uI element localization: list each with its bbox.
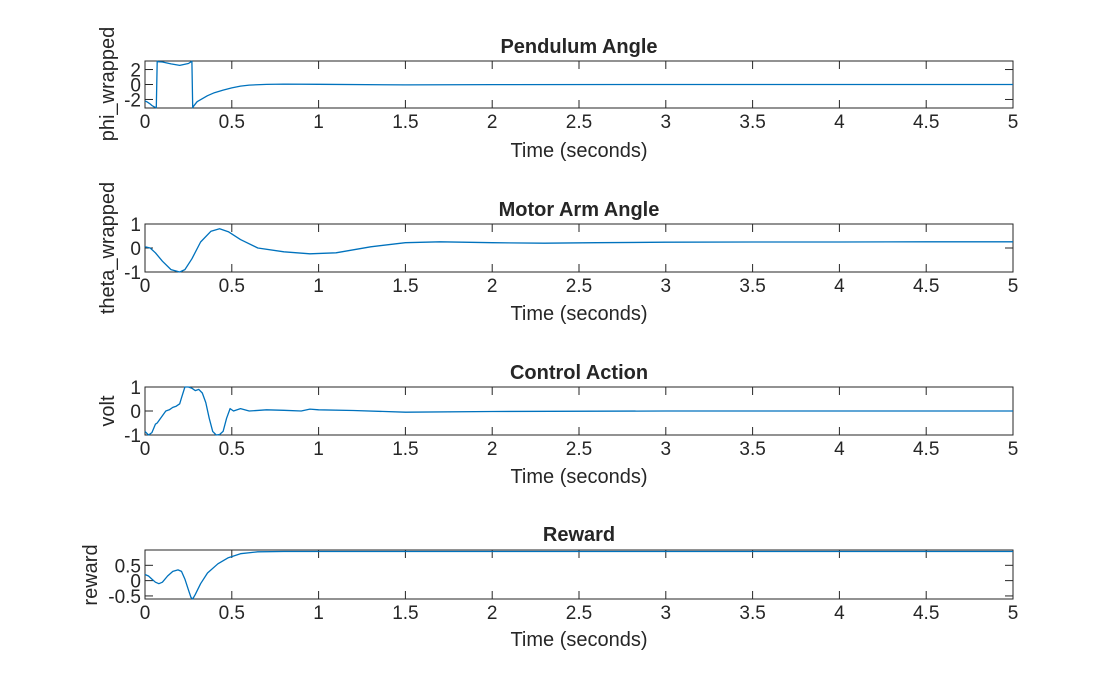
x-tick-label: 0 bbox=[140, 603, 151, 624]
x-tick-label: 4 bbox=[834, 439, 845, 460]
x-tick-label: 0 bbox=[140, 112, 151, 133]
series-line bbox=[144, 60, 1013, 109]
x-tick-label: 2 bbox=[487, 276, 498, 297]
x-tick-label: 0.5 bbox=[219, 276, 245, 297]
y-tick-label: -1 bbox=[124, 263, 141, 284]
series-group bbox=[144, 60, 1013, 109]
x-tick-label: 4.5 bbox=[913, 603, 939, 624]
series-line bbox=[144, 386, 1013, 436]
x-tick-label: 0 bbox=[140, 276, 151, 297]
x-tick-label: 4 bbox=[834, 603, 845, 624]
x-tick-label: 4.5 bbox=[913, 276, 939, 297]
x-tick-label: 3 bbox=[661, 112, 672, 133]
x-tick-label: 2 bbox=[487, 112, 498, 133]
x-tick-label: 2.5 bbox=[566, 603, 592, 624]
y-axis-label: volt bbox=[97, 395, 119, 427]
series-line bbox=[144, 550, 1013, 600]
x-tick-label: 1.5 bbox=[392, 439, 418, 460]
chart-title: Reward bbox=[543, 524, 615, 546]
x-tick-label: 1.5 bbox=[392, 112, 418, 133]
y-tick-label: 0.5 bbox=[115, 556, 141, 577]
x-tick-label: 4 bbox=[834, 276, 845, 297]
y-tick-label: 0 bbox=[130, 76, 141, 97]
y-tick-label: -1 bbox=[124, 426, 141, 447]
x-tick-label: 3 bbox=[661, 439, 672, 460]
x-tick-label: 3.5 bbox=[739, 439, 765, 460]
x-tick-label: 0.5 bbox=[219, 112, 245, 133]
x-tick-label: 5 bbox=[1008, 112, 1019, 133]
x-axis-label: Time (seconds) bbox=[510, 629, 647, 651]
x-axis-label: Time (seconds) bbox=[510, 466, 647, 488]
x-tick-label: 1 bbox=[313, 112, 324, 133]
x-tick-label: 4.5 bbox=[913, 439, 939, 460]
chart-title: Motor Arm Angle bbox=[499, 199, 660, 221]
y-tick-label: 1 bbox=[130, 378, 141, 399]
x-tick-label: 5 bbox=[1008, 276, 1019, 297]
y-axis-label: theta_wrapped bbox=[97, 182, 119, 314]
x-axis-label: Time (seconds) bbox=[510, 303, 647, 325]
x-tick-label: 3 bbox=[661, 276, 672, 297]
x-tick-label: 5 bbox=[1008, 603, 1019, 624]
y-tick-label: 0 bbox=[130, 402, 141, 423]
x-tick-label: 1.5 bbox=[392, 603, 418, 624]
subplot-pendulum-angle: Pendulum Angle 0 0.5 1 1.5 2 2.5 3 3.5 4 4.5 5-202… bbox=[97, 27, 1018, 162]
y-axis-label: reward bbox=[80, 544, 102, 605]
x-tick-label: 2.5 bbox=[566, 112, 592, 133]
x-tick-label: 1 bbox=[313, 276, 324, 297]
x-axis-label: Time (seconds) bbox=[510, 140, 647, 162]
x-tick-label: 5 bbox=[1008, 439, 1019, 460]
x-tick-label: 3 bbox=[661, 603, 672, 624]
tick-group: 0 0.5 1 1.5 2 2.5 3 3.5 4 4.5 5-0.500.5 bbox=[108, 550, 1018, 624]
x-tick-label: 2.5 bbox=[566, 439, 592, 460]
x-tick-label: 2 bbox=[487, 603, 498, 624]
y-tick-label: 0 bbox=[130, 572, 141, 593]
x-tick-label: 2 bbox=[487, 439, 498, 460]
tick-group: 0 0.5 1 1.5 2 2.5 3 3.5 4 4.5 5-101 bbox=[124, 215, 1018, 297]
y-tick-label: 1 bbox=[130, 215, 141, 236]
x-tick-label: 1 bbox=[313, 603, 324, 624]
x-tick-label: 4.5 bbox=[913, 112, 939, 133]
x-tick-label: 1 bbox=[313, 439, 324, 460]
x-tick-label: 3.5 bbox=[739, 603, 765, 624]
chart-title: Pendulum Angle bbox=[500, 36, 657, 58]
chart-title: Control Action bbox=[510, 362, 648, 384]
y-tick-label: -0.5 bbox=[108, 587, 141, 608]
series-line bbox=[144, 228, 1013, 273]
x-tick-label: 0 bbox=[140, 439, 151, 460]
x-tick-label: 1.5 bbox=[392, 276, 418, 297]
y-tick-label: -2 bbox=[124, 90, 141, 111]
x-tick-label: 0.5 bbox=[219, 439, 245, 460]
x-tick-label: 4 bbox=[834, 112, 845, 133]
subplot-control-action: Control Action 0 0.5 1 1.5 2 2.5 3 3.5 4 4.5 5-101… bbox=[97, 362, 1018, 488]
y-tick-label: 0 bbox=[130, 239, 141, 260]
x-tick-label: 3.5 bbox=[739, 112, 765, 133]
series-group bbox=[144, 386, 1013, 436]
y-tick-label: 2 bbox=[130, 61, 141, 82]
subplot-reward: Reward 0 0.5 1 1.5 2 2.5 3 3.5 4 4.5 5-0.500.5 Tim… bbox=[80, 524, 1018, 651]
subplot-motor-arm-angle: Motor Arm Angle 0 0.5 1 1.5 2 2.5 3 3.5 4 4.5 5-10… bbox=[97, 182, 1018, 325]
x-tick-label: 3.5 bbox=[739, 276, 765, 297]
x-tick-label: 0.5 bbox=[219, 603, 245, 624]
series-group bbox=[144, 228, 1013, 273]
tick-group: 0 0.5 1 1.5 2 2.5 3 3.5 4 4.5 5-202 bbox=[124, 61, 1018, 133]
series-group bbox=[144, 550, 1013, 600]
y-axis-label: phi_wrapped bbox=[97, 27, 119, 142]
x-tick-label: 2.5 bbox=[566, 276, 592, 297]
